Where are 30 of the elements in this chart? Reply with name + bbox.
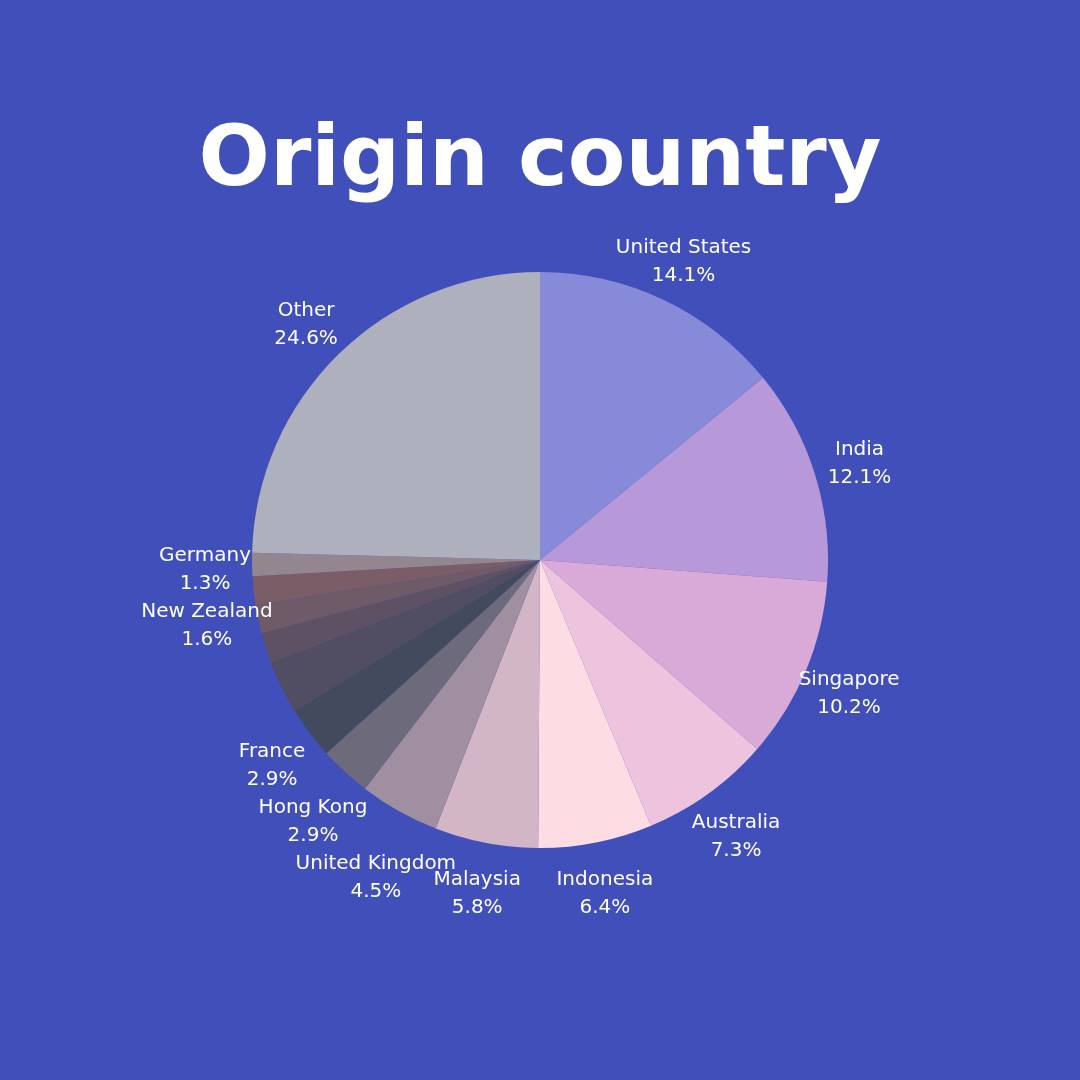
data-label: 2.9% [246,766,298,791]
pie-slice [270,560,540,712]
slice-label: Indonesia [556,865,654,890]
data-label: 6.4% [579,893,631,918]
pie-slice [326,560,540,789]
data-label: 12.1% [827,464,892,489]
data-label: 4.5% [350,878,402,903]
slice-label: Australia [691,808,781,833]
slice-label: New Zealand [141,598,273,623]
pie-slice [435,560,540,848]
pie-slice [540,377,828,582]
data-label: 1.3% [179,570,231,595]
slice-label: France [238,738,306,763]
data-label: 7.3% [710,836,762,861]
slice-label: Other [277,297,336,322]
pie-slice [538,560,652,848]
slice-label: Singapore [798,666,900,691]
data-label: 10.2% [817,694,881,719]
data-label: 24.6% [274,325,338,350]
pie-slice [364,560,540,829]
pie-slice [252,272,540,560]
data-label: 2.9% [287,822,339,847]
chart-title: Origin country [198,107,882,205]
slice-label: Hong Kong [258,794,368,819]
data-label: 5.8% [451,894,503,919]
slice-label: India [835,436,885,461]
data-label: 14.1% [651,262,716,287]
slice-label: Germany [159,542,252,567]
slice-label: United States [615,234,752,259]
data-label: 1.6% [181,626,233,651]
